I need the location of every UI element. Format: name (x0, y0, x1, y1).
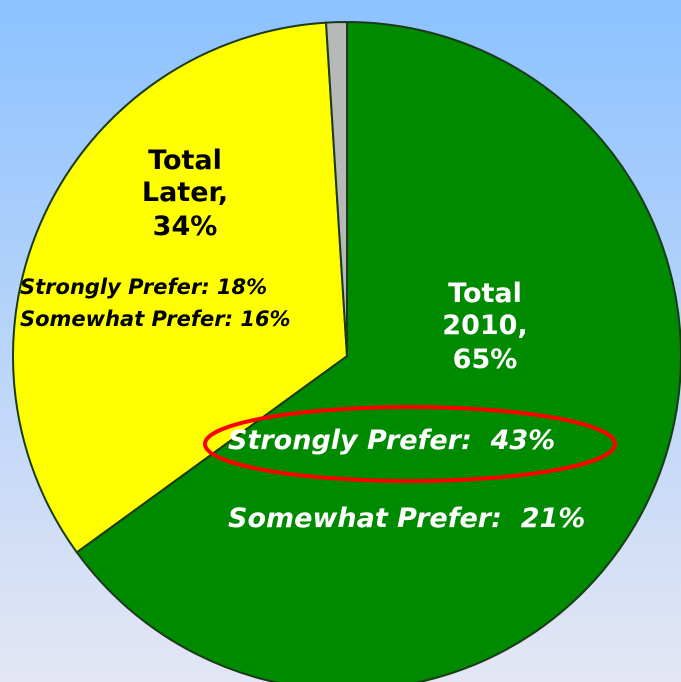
annotation: Strongly Prefer: 43% (228, 425, 556, 456)
highlight-ellipse (203, 405, 617, 483)
slice-label: Total Later, (141, 145, 229, 209)
pie-slice (324, 20, 348, 357)
pie-slice (75, 20, 681, 682)
pie-slice (12, 21, 349, 554)
slice-label: Total 2010, (442, 278, 528, 342)
annotation: Strongly Prefer: 18% (20, 275, 268, 299)
annotation: Somewhat Prefer: 16% (20, 307, 291, 331)
slice-value-label: 65% (452, 344, 518, 375)
slice-value-label: 34% (152, 211, 218, 242)
annotation: Somewhat Prefer: 21% (228, 503, 586, 534)
